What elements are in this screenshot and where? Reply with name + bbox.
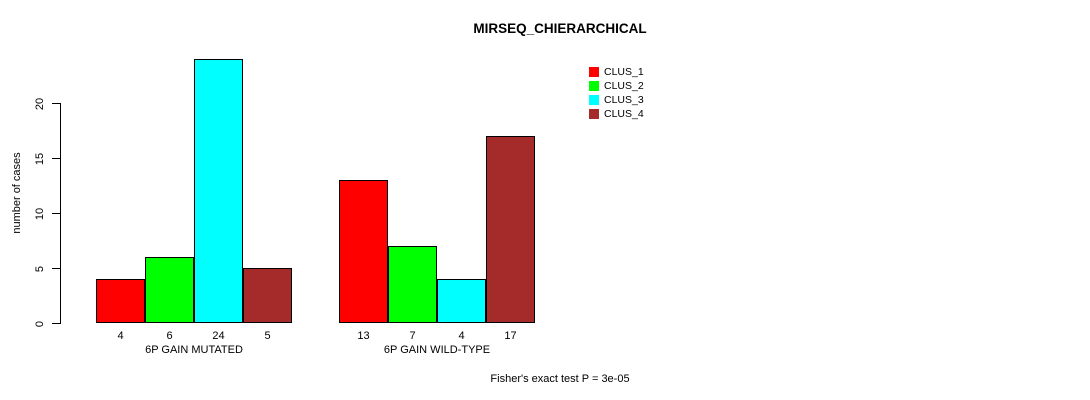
legend-swatch-icon xyxy=(589,109,599,119)
bar-clus_3-2 xyxy=(437,279,486,323)
legend: CLUS_1 CLUS_2 CLUS_3 CLUS_4 xyxy=(589,65,644,121)
legend-item-label: CLUS_3 xyxy=(604,94,644,106)
legend-swatch-icon xyxy=(589,67,599,77)
legend-item-label: CLUS_2 xyxy=(604,80,644,92)
bar-value-label: 5 xyxy=(264,330,271,342)
y-axis-label: number of cases xyxy=(11,152,23,234)
bar-clus_2-1 xyxy=(145,257,194,323)
y-tick-label: 20 xyxy=(34,97,46,110)
legend-item-label: CLUS_1 xyxy=(604,66,644,78)
y-tick-mark xyxy=(52,158,60,159)
bar-clus_1-1 xyxy=(96,279,145,323)
legend-item: CLUS_2 xyxy=(589,79,644,93)
x-axis-group-label: 6P GAIN WILD-TYPE xyxy=(383,344,491,356)
legend-swatch-icon xyxy=(589,81,599,91)
legend-item-label: CLUS_4 xyxy=(604,108,644,120)
y-axis-line xyxy=(60,103,61,324)
legend-item: CLUS_3 xyxy=(589,93,644,107)
y-tick-label: 10 xyxy=(34,207,46,220)
bar-clus_3-1 xyxy=(194,59,243,323)
footnote-text: Fisher's exact test P = 3e-05 xyxy=(490,373,630,385)
y-tick-label: 5 xyxy=(34,265,46,272)
x-axis-group-label: 6P GAIN MUTATED xyxy=(145,344,243,356)
bar-clus_4-1 xyxy=(243,268,292,323)
legend-swatch-icon xyxy=(589,95,599,105)
bar-value-label: 4 xyxy=(458,330,465,342)
bar-value-label: 13 xyxy=(357,330,370,342)
y-tick-mark xyxy=(52,103,60,104)
bar-value-label: 6 xyxy=(166,330,173,342)
chart-title: MIRSEQ_CHIERARCHICAL xyxy=(473,21,647,36)
bar-clus_2-2 xyxy=(388,246,437,323)
bar-clus_4-2 xyxy=(486,136,535,323)
y-tick-mark xyxy=(52,213,60,214)
y-tick-label: 15 xyxy=(34,152,46,165)
bar-value-label: 4 xyxy=(117,330,124,342)
bar-value-label: 17 xyxy=(504,330,517,342)
y-tick-mark xyxy=(52,323,60,324)
bar-value-label: 24 xyxy=(212,330,225,342)
legend-item: CLUS_4 xyxy=(589,107,644,121)
legend-item: CLUS_1 xyxy=(589,65,644,79)
y-tick-label: 0 xyxy=(34,320,46,327)
bar-clus_1-2 xyxy=(339,180,388,323)
bar-value-label: 7 xyxy=(409,330,416,342)
y-tick-mark xyxy=(52,268,60,269)
